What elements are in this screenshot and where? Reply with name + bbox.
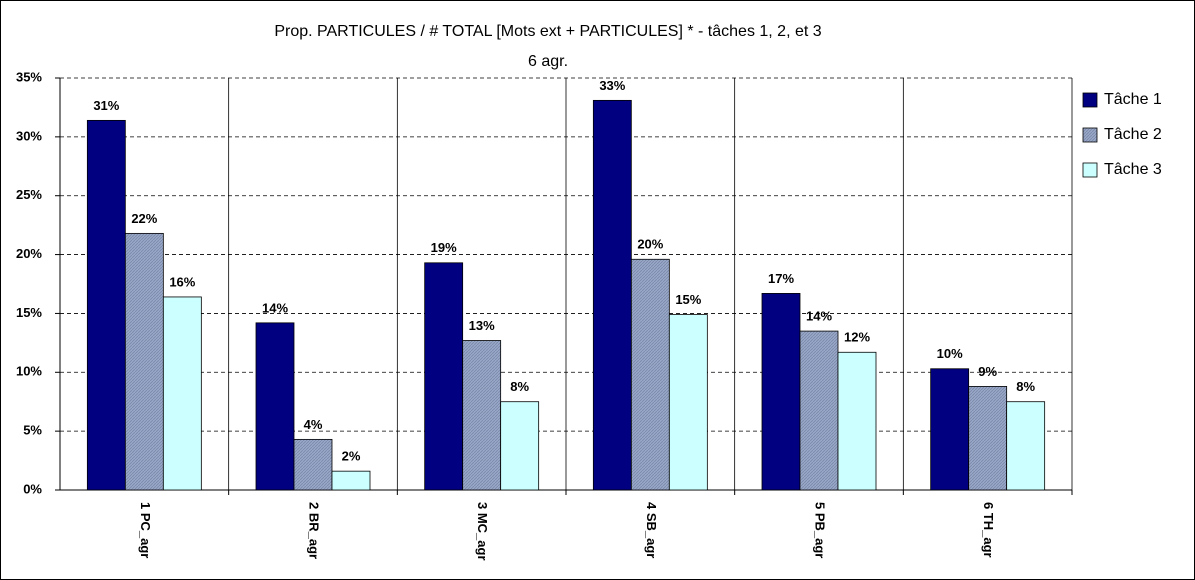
data-label: 14% bbox=[262, 300, 288, 315]
y-tick-label: 15% bbox=[16, 305, 42, 320]
chart-title: Prop. PARTICULES / # TOTAL [Mots ext + P… bbox=[274, 23, 821, 40]
legend-swatch bbox=[1082, 162, 1098, 178]
data-label: 19% bbox=[431, 240, 457, 255]
legend-label: Tâche 3 bbox=[1104, 161, 1162, 178]
data-label: 14% bbox=[806, 309, 832, 324]
y-tick-label: 0% bbox=[23, 481, 42, 496]
bar bbox=[424, 262, 464, 491]
y-tick-label: 5% bbox=[23, 423, 42, 438]
data-label: 10% bbox=[937, 346, 963, 361]
bar bbox=[255, 322, 295, 491]
bar bbox=[930, 368, 970, 491]
x-tick-label: 2 BR_agr bbox=[307, 502, 322, 559]
x-tick-label: 5 PB_agr bbox=[813, 502, 828, 558]
bar bbox=[86, 119, 126, 491]
y-tick-label: 10% bbox=[16, 364, 42, 379]
y-tick-label: 35% bbox=[16, 69, 42, 84]
data-label: 13% bbox=[469, 318, 495, 333]
data-label: 22% bbox=[131, 211, 157, 226]
bar bbox=[1006, 401, 1046, 491]
bar bbox=[761, 293, 801, 491]
y-tick-label: 20% bbox=[16, 246, 42, 261]
x-tick-label: 6 TH_agr bbox=[981, 502, 996, 558]
data-label: 8% bbox=[510, 379, 529, 394]
bar bbox=[462, 340, 502, 491]
legend-swatch bbox=[1082, 92, 1098, 108]
legend-swatch bbox=[1082, 127, 1098, 143]
bar bbox=[968, 386, 1008, 491]
legend-label: Tâche 1 bbox=[1104, 91, 1162, 108]
bar bbox=[162, 296, 202, 491]
bar bbox=[293, 438, 333, 491]
bar bbox=[630, 258, 670, 491]
bar bbox=[837, 351, 877, 491]
bar bbox=[331, 470, 371, 491]
data-label: 4% bbox=[304, 417, 323, 432]
y-tick-label: 30% bbox=[16, 128, 42, 143]
legend-label: Tâche 2 bbox=[1104, 126, 1162, 143]
bar bbox=[124, 232, 164, 491]
data-label: 12% bbox=[844, 330, 870, 345]
bar bbox=[592, 99, 632, 491]
data-label: 2% bbox=[342, 449, 361, 464]
chart-subtitle: 6 agr. bbox=[528, 53, 568, 70]
data-label: 8% bbox=[1016, 379, 1035, 394]
x-tick-label: 3 MC_agr bbox=[475, 502, 490, 561]
data-label: 15% bbox=[675, 292, 701, 307]
bar bbox=[799, 330, 839, 491]
x-tick-label: 4 SB_agr bbox=[644, 502, 659, 558]
data-label: 33% bbox=[599, 78, 625, 93]
bar bbox=[668, 314, 708, 491]
data-label: 9% bbox=[978, 364, 997, 379]
data-label: 17% bbox=[768, 271, 794, 286]
y-tick-label: 25% bbox=[16, 187, 42, 202]
data-label: 31% bbox=[93, 98, 119, 113]
x-tick-label: 1 PC_agr bbox=[138, 502, 153, 558]
bar bbox=[500, 401, 540, 491]
data-label: 16% bbox=[169, 274, 195, 289]
data-label: 20% bbox=[637, 237, 663, 252]
